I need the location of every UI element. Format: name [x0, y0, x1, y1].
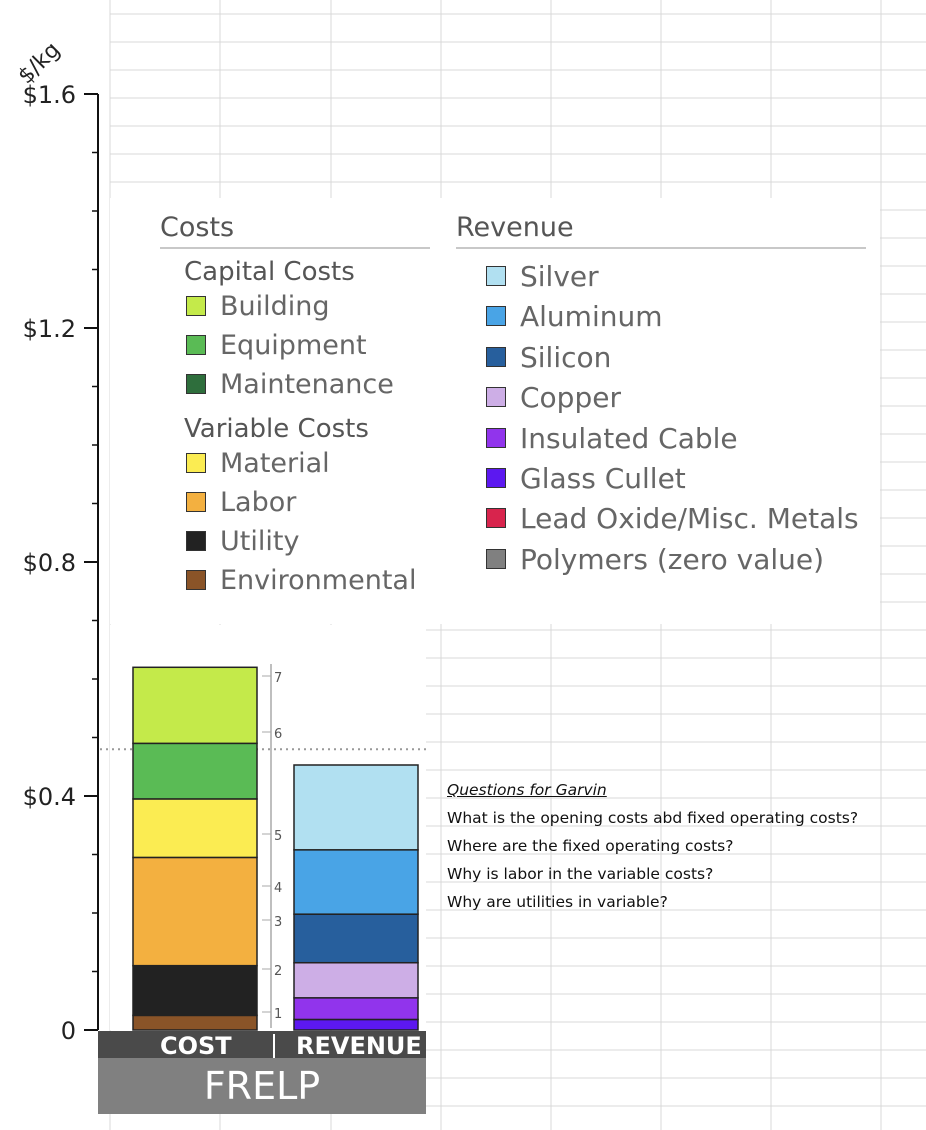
- y-tick-label: $0.8: [23, 549, 76, 577]
- bar-segment-revenue-silver: [293, 764, 419, 851]
- category-label-revenue: REVENUE: [296, 1032, 422, 1060]
- side-scale-label: 6: [274, 727, 282, 742]
- legend-revenue-items: Silver Aluminum Silicon Copper Insulated Cab…: [456, 257, 866, 580]
- questions-title: Questions for Garvin: [447, 781, 607, 799]
- legend-swatch: [186, 373, 206, 394]
- legend-costs: Costs Capital Costs Building Equipment Mai…: [160, 212, 430, 600]
- bar-segment-cost-utility: [132, 964, 258, 1017]
- group-label: FRELP: [98, 1058, 426, 1114]
- legend-capital-costs: Building Equipment Maintenance: [160, 287, 430, 404]
- legend-item-utility: Utility: [186, 522, 430, 561]
- legend-label: Environmental: [220, 565, 417, 596]
- legend-item-aluminum: Aluminum: [486, 297, 866, 337]
- legend-capital-costs-title: Capital Costs: [184, 257, 355, 287]
- legend-variable-costs-title: Variable Costs: [184, 414, 369, 444]
- legend-revenue: Revenue Silver Aluminum Silicon Copper Insul…: [456, 212, 866, 580]
- legend-item-copper: Copper: [486, 378, 866, 418]
- legend-item-insulated-cable: Insulated Cable: [486, 419, 866, 459]
- legend-label: Insulated Cable: [520, 421, 738, 455]
- legend-item-lead-oxide-misc-metals: Lead Oxide/Misc. Metals: [486, 499, 866, 539]
- legend-swatch: [186, 334, 206, 355]
- legend-item-labor: Labor: [186, 483, 430, 522]
- legend-swatch: [186, 491, 206, 512]
- bar-segment-cost-labor: [132, 856, 258, 967]
- legend-swatch: [186, 452, 206, 473]
- side-scale-label: 1: [274, 1007, 282, 1022]
- bar-segment-revenue-silicon: [293, 913, 419, 964]
- bar-segment-cost-building: [132, 666, 258, 745]
- side-scale-label: 3: [274, 915, 282, 930]
- legend-label: Lead Oxide/Misc. Metals: [520, 502, 859, 536]
- question-item: Why is labor in the variable costs?: [447, 865, 714, 883]
- legend-swatch: [186, 569, 206, 590]
- legend-variable-costs: Material Labor Utility Environmental: [160, 444, 430, 600]
- legend-swatch: [186, 530, 206, 551]
- legend-label: Aluminum: [520, 300, 663, 334]
- bar-segment-cost-environmental: [132, 1014, 258, 1031]
- legend-swatch: [486, 346, 506, 367]
- questions-note: Questions for Garvin What is the opening…: [447, 776, 887, 916]
- legend-swatch: [486, 548, 506, 569]
- bar-segment-cost-equipment: [132, 742, 258, 800]
- y-tick-label: 0: [61, 1017, 76, 1045]
- legend-item-glass-cullet: Glass Cullet: [486, 459, 866, 499]
- legend-item-environmental: Environmental: [186, 561, 430, 600]
- y-tick-label: $1.2: [23, 315, 76, 343]
- legend-label: Polymers (zero value): [520, 542, 825, 576]
- legend-item-material: Material: [186, 444, 430, 483]
- legend-item-silicon: Silicon: [486, 338, 866, 378]
- legend-swatch: [186, 295, 206, 316]
- legend-swatch: [486, 306, 506, 327]
- legend-swatch: [486, 427, 506, 448]
- y-tick-label: $0.4: [23, 783, 76, 811]
- legend-label: Equipment: [220, 330, 367, 361]
- legend-item-maintenance: Maintenance: [186, 365, 430, 404]
- bar-segment-revenue-glass-cullet: [293, 1018, 419, 1031]
- legend-label: Building: [220, 291, 330, 322]
- question-item: What is the opening costs abd fixed oper…: [447, 809, 859, 827]
- legend-swatch: [486, 508, 506, 529]
- legend-label: Glass Cullet: [520, 461, 686, 495]
- y-tick-label: $1.6: [23, 81, 76, 109]
- question-item: Why are utilities in variable?: [447, 893, 668, 911]
- legend-costs-title: Costs: [160, 212, 430, 249]
- bar-segment-cost-material: [132, 798, 258, 859]
- legend-label: Utility: [220, 526, 300, 557]
- bar-segment-revenue-copper: [293, 961, 419, 999]
- category-label-cost: COST: [160, 1032, 232, 1060]
- side-scale-label: 2: [274, 964, 282, 979]
- category-band: [98, 1031, 426, 1059]
- legend-label: Copper: [520, 381, 621, 415]
- legend-item-building: Building: [186, 287, 430, 326]
- legend-label: Silver: [520, 260, 599, 293]
- legend-label: Labor: [220, 487, 297, 518]
- legend-swatch: [486, 467, 506, 488]
- question-item: Where are the fixed operating costs?: [447, 837, 734, 855]
- legend-item-polymers-zero-value-: Polymers (zero value): [486, 540, 866, 580]
- legend-swatch: [486, 387, 506, 408]
- legend-swatch: [486, 266, 506, 286]
- legend-item-silver: Silver: [486, 257, 866, 297]
- side-scale-label: 7: [274, 671, 282, 686]
- side-scale-label: 4: [274, 881, 282, 896]
- legend-item-equipment: Equipment: [186, 326, 430, 365]
- chart-legend: Costs Capital Costs Building Equipment Mai…: [110, 198, 880, 624]
- legend-revenue-title: Revenue: [456, 212, 866, 249]
- legend-label: Maintenance: [220, 369, 394, 400]
- legend-label: Material: [220, 448, 330, 479]
- side-scale-label: 5: [274, 829, 282, 844]
- bar-segment-revenue-aluminum: [293, 849, 419, 915]
- legend-label: Silicon: [520, 340, 612, 374]
- bar-segment-revenue-insulated-cable: [293, 997, 419, 1021]
- axis-backdrop: [0, 0, 104, 1130]
